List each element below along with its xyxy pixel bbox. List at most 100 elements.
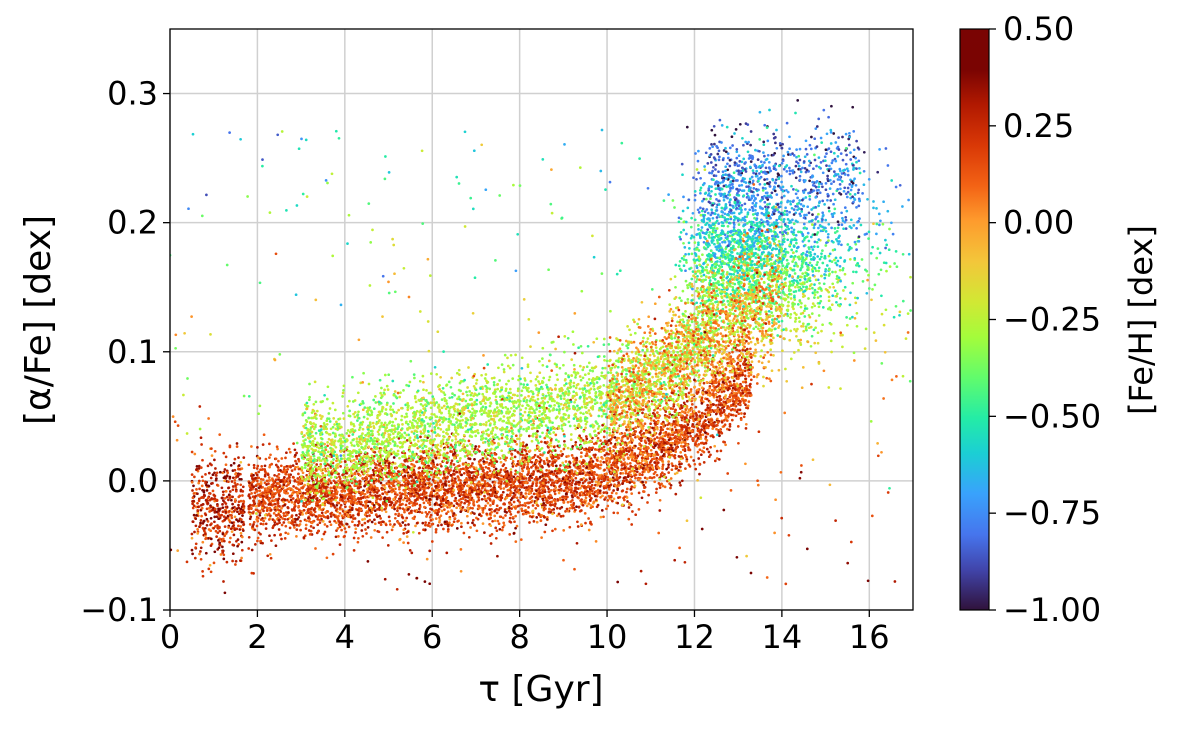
star-point	[684, 467, 687, 470]
star-point	[451, 514, 455, 518]
star-point	[328, 520, 332, 524]
star-point	[515, 487, 518, 490]
star-point	[343, 460, 347, 463]
star-point	[457, 464, 461, 468]
star-point	[594, 489, 598, 493]
star-point	[251, 525, 255, 528]
star-point	[472, 502, 475, 506]
star-point	[286, 506, 290, 509]
star-point	[502, 521, 506, 525]
star-point	[418, 507, 421, 511]
star-point	[338, 475, 341, 479]
star-point	[399, 503, 402, 507]
star-point	[190, 548, 194, 552]
star-point	[277, 476, 281, 480]
star-point	[224, 516, 228, 520]
star-point	[293, 448, 297, 452]
star-point	[338, 506, 342, 509]
star-point	[592, 475, 596, 479]
star-point	[396, 509, 399, 513]
star-point	[339, 465, 342, 468]
star-point	[459, 510, 463, 514]
star-point	[446, 528, 450, 531]
star-point	[239, 525, 243, 528]
star-point	[713, 421, 716, 424]
star-point	[195, 465, 199, 468]
star-point	[218, 526, 221, 530]
star-point	[562, 489, 566, 493]
star-point	[506, 488, 510, 492]
star-point	[476, 517, 480, 521]
star-point	[544, 503, 547, 507]
star-point	[221, 545, 224, 549]
star-point	[199, 519, 203, 522]
star-point	[191, 496, 195, 500]
star-point	[743, 360, 746, 363]
star-point	[634, 464, 637, 468]
star-point	[267, 518, 271, 521]
star-point	[679, 483, 682, 487]
star-point	[255, 508, 259, 512]
star-point	[493, 475, 497, 479]
star-point	[549, 488, 553, 492]
star-point	[228, 490, 232, 493]
star-point	[553, 504, 557, 508]
star-point	[466, 493, 470, 497]
star-point	[220, 496, 224, 500]
star-point	[254, 488, 258, 491]
star-point	[207, 507, 211, 510]
star-point	[364, 528, 367, 531]
star-point	[199, 546, 203, 550]
star-point	[283, 537, 287, 540]
star-point	[675, 471, 679, 475]
star-point	[499, 484, 502, 488]
star-point	[708, 401, 712, 404]
star-point	[680, 441, 683, 444]
star-point	[574, 476, 578, 480]
star-point	[339, 503, 343, 507]
star-point	[271, 526, 275, 530]
star-point	[612, 497, 616, 501]
star-point	[430, 523, 434, 526]
star-point	[637, 508, 641, 511]
star-point	[236, 510, 239, 514]
star-point	[588, 460, 591, 464]
star-point	[236, 544, 239, 548]
star-point	[379, 481, 383, 485]
star-point	[432, 465, 436, 468]
star-point	[230, 498, 233, 502]
star-point	[695, 439, 699, 442]
star-point	[309, 496, 313, 499]
star-point	[715, 449, 719, 453]
star-point	[219, 553, 223, 556]
star-point	[669, 483, 673, 487]
star-point	[414, 476, 418, 480]
star-point	[513, 520, 516, 524]
star-point	[673, 436, 676, 440]
star-point	[589, 521, 592, 525]
star-point	[282, 514, 286, 518]
star-point	[466, 466, 470, 470]
star-point	[255, 479, 259, 483]
star-point	[576, 495, 579, 499]
star-point	[533, 478, 537, 481]
star-point	[549, 439, 553, 442]
star-point	[568, 525, 572, 529]
star-point	[235, 445, 239, 448]
star-point	[381, 466, 384, 470]
star-point	[215, 483, 219, 487]
star-point	[594, 483, 597, 487]
star-point	[204, 537, 207, 541]
star-point	[596, 436, 600, 440]
star-point	[221, 506, 225, 510]
star-point	[333, 519, 336, 523]
star-point	[486, 501, 490, 505]
star-point	[194, 524, 198, 528]
star-point	[344, 530, 348, 534]
star-point	[460, 525, 463, 529]
star-point	[640, 473, 644, 477]
star-point	[340, 523, 344, 526]
star-point	[404, 523, 407, 527]
star-point	[327, 501, 331, 505]
star-point	[390, 506, 394, 509]
